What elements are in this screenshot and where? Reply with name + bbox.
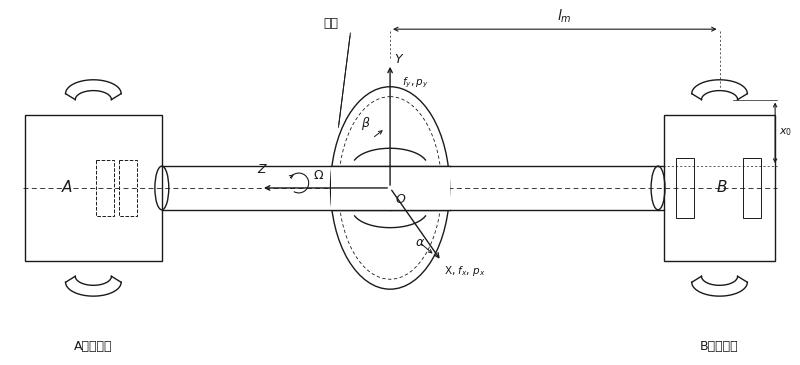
Text: B端磁轴承: B端磁轴承 xyxy=(700,340,739,353)
Bar xyxy=(676,158,694,218)
Bar xyxy=(96,160,114,216)
Text: X, $f_x$, $p_x$: X, $f_x$, $p_x$ xyxy=(444,264,486,278)
Text: $x_0$: $x_0$ xyxy=(779,127,792,138)
Text: Z: Z xyxy=(258,163,266,176)
Text: $f_y,p_y$: $f_y,p_y$ xyxy=(402,76,429,90)
Bar xyxy=(119,160,137,216)
Bar xyxy=(25,115,162,261)
Text: $l_m$: $l_m$ xyxy=(558,8,572,25)
Text: A: A xyxy=(62,180,72,196)
Text: $\Omega$: $\Omega$ xyxy=(313,169,324,182)
Bar xyxy=(743,158,762,218)
Text: Y: Y xyxy=(394,53,402,66)
Bar xyxy=(330,166,450,210)
Text: O: O xyxy=(395,193,405,206)
Text: $\alpha$: $\alpha$ xyxy=(415,236,425,249)
Text: $\beta$: $\beta$ xyxy=(361,115,370,132)
Text: B: B xyxy=(716,180,726,196)
Bar xyxy=(664,115,775,261)
Text: 转子: 转子 xyxy=(323,17,338,30)
Text: A端磁轴承: A端磁轴承 xyxy=(74,340,113,353)
